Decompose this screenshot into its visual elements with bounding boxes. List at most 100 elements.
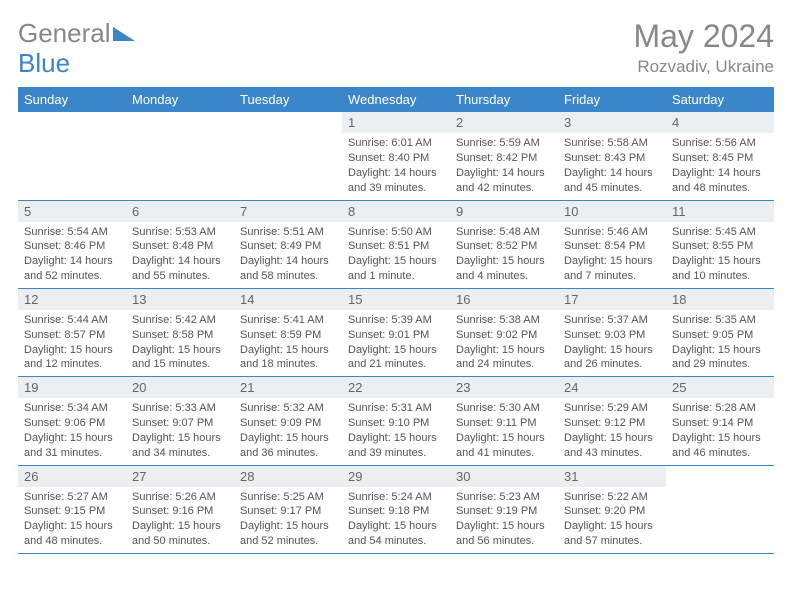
day-number: 26 — [18, 466, 126, 487]
day-number: 23 — [450, 377, 558, 398]
day-number: 1 — [342, 112, 450, 133]
day-number: 18 — [666, 289, 774, 310]
calendar-cell: 23Sunrise: 5:30 AMSunset: 9:11 PMDayligh… — [450, 377, 558, 465]
calendar-cell: 26Sunrise: 5:27 AMSunset: 9:15 PMDayligh… — [18, 465, 126, 553]
day-number: 25 — [666, 377, 774, 398]
calendar-cell: 14Sunrise: 5:41 AMSunset: 8:59 PMDayligh… — [234, 288, 342, 376]
location-label: Rozvadiv, Ukraine — [633, 57, 774, 77]
day-details: Sunrise: 5:30 AMSunset: 9:11 PMDaylight:… — [450, 398, 558, 464]
calendar-cell: 27Sunrise: 5:26 AMSunset: 9:16 PMDayligh… — [126, 465, 234, 553]
calendar-cell: 31Sunrise: 5:22 AMSunset: 9:20 PMDayligh… — [558, 465, 666, 553]
calendar-cell: 9Sunrise: 5:48 AMSunset: 8:52 PMDaylight… — [450, 200, 558, 288]
calendar-cell: 18Sunrise: 5:35 AMSunset: 9:05 PMDayligh… — [666, 288, 774, 376]
calendar-cell: 12Sunrise: 5:44 AMSunset: 8:57 PMDayligh… — [18, 288, 126, 376]
calendar-cell: 13Sunrise: 5:42 AMSunset: 8:58 PMDayligh… — [126, 288, 234, 376]
calendar-cell: 22Sunrise: 5:31 AMSunset: 9:10 PMDayligh… — [342, 377, 450, 465]
day-number: 3 — [558, 112, 666, 133]
brand-sail-icon — [113, 27, 135, 41]
day-details: Sunrise: 5:34 AMSunset: 9:06 PMDaylight:… — [18, 398, 126, 464]
day-number: 21 — [234, 377, 342, 398]
brand-logo: General — [18, 18, 135, 49]
brand-part2: Blue — [18, 48, 70, 79]
day-number: 12 — [18, 289, 126, 310]
title-block: May 2024 Rozvadiv, Ukraine — [633, 18, 774, 77]
day-number: 28 — [234, 466, 342, 487]
calendar-cell: 10Sunrise: 5:46 AMSunset: 8:54 PMDayligh… — [558, 200, 666, 288]
calendar-cell: 25Sunrise: 5:28 AMSunset: 9:14 PMDayligh… — [666, 377, 774, 465]
calendar-cell-empty — [18, 112, 126, 200]
day-number: 30 — [450, 466, 558, 487]
calendar-cell: 17Sunrise: 5:37 AMSunset: 9:03 PMDayligh… — [558, 288, 666, 376]
calendar-cell: 3Sunrise: 5:58 AMSunset: 8:43 PMDaylight… — [558, 112, 666, 200]
day-details: Sunrise: 5:51 AMSunset: 8:49 PMDaylight:… — [234, 222, 342, 288]
calendar-body: 1Sunrise: 6:01 AMSunset: 8:40 PMDaylight… — [18, 112, 774, 554]
calendar-cell: 8Sunrise: 5:50 AMSunset: 8:51 PMDaylight… — [342, 200, 450, 288]
day-details: Sunrise: 5:56 AMSunset: 8:45 PMDaylight:… — [666, 133, 774, 199]
day-number: 14 — [234, 289, 342, 310]
day-number: 2 — [450, 112, 558, 133]
day-details: Sunrise: 5:26 AMSunset: 9:16 PMDaylight:… — [126, 487, 234, 553]
day-details: Sunrise: 5:28 AMSunset: 9:14 PMDaylight:… — [666, 398, 774, 464]
day-number: 27 — [126, 466, 234, 487]
page-header: General May 2024 Rozvadiv, Ukraine — [18, 18, 774, 77]
day-details: Sunrise: 5:24 AMSunset: 9:18 PMDaylight:… — [342, 487, 450, 553]
day-number: 7 — [234, 201, 342, 222]
day-details: Sunrise: 5:42 AMSunset: 8:58 PMDaylight:… — [126, 310, 234, 376]
calendar-cell: 6Sunrise: 5:53 AMSunset: 8:48 PMDaylight… — [126, 200, 234, 288]
calendar-cell-empty — [666, 465, 774, 553]
day-number: 10 — [558, 201, 666, 222]
day-number: 19 — [18, 377, 126, 398]
calendar-cell: 19Sunrise: 5:34 AMSunset: 9:06 PMDayligh… — [18, 377, 126, 465]
day-details: Sunrise: 5:53 AMSunset: 8:48 PMDaylight:… — [126, 222, 234, 288]
day-number: 31 — [558, 466, 666, 487]
brand-part1: General — [18, 18, 111, 49]
day-details: Sunrise: 5:23 AMSunset: 9:19 PMDaylight:… — [450, 487, 558, 553]
calendar-cell: 5Sunrise: 5:54 AMSunset: 8:46 PMDaylight… — [18, 200, 126, 288]
weekday-header: Wednesday — [342, 87, 450, 112]
day-details: Sunrise: 5:32 AMSunset: 9:09 PMDaylight:… — [234, 398, 342, 464]
day-details: Sunrise: 5:59 AMSunset: 8:42 PMDaylight:… — [450, 133, 558, 199]
day-details: Sunrise: 5:48 AMSunset: 8:52 PMDaylight:… — [450, 222, 558, 288]
calendar-cell: 16Sunrise: 5:38 AMSunset: 9:02 PMDayligh… — [450, 288, 558, 376]
calendar-row: 1Sunrise: 6:01 AMSunset: 8:40 PMDaylight… — [18, 112, 774, 200]
calendar-cell: 29Sunrise: 5:24 AMSunset: 9:18 PMDayligh… — [342, 465, 450, 553]
day-number: 22 — [342, 377, 450, 398]
weekday-header: Sunday — [18, 87, 126, 112]
day-number: 24 — [558, 377, 666, 398]
calendar-row: 12Sunrise: 5:44 AMSunset: 8:57 PMDayligh… — [18, 288, 774, 376]
calendar-cell: 20Sunrise: 5:33 AMSunset: 9:07 PMDayligh… — [126, 377, 234, 465]
weekday-header: Saturday — [666, 87, 774, 112]
day-number: 6 — [126, 201, 234, 222]
calendar-cell: 1Sunrise: 6:01 AMSunset: 8:40 PMDaylight… — [342, 112, 450, 200]
day-details: Sunrise: 6:01 AMSunset: 8:40 PMDaylight:… — [342, 133, 450, 199]
calendar-cell: 11Sunrise: 5:45 AMSunset: 8:55 PMDayligh… — [666, 200, 774, 288]
day-number: 15 — [342, 289, 450, 310]
day-number: 8 — [342, 201, 450, 222]
day-number: 9 — [450, 201, 558, 222]
day-number: 16 — [450, 289, 558, 310]
weekday-header: Tuesday — [234, 87, 342, 112]
day-number: 5 — [18, 201, 126, 222]
day-details: Sunrise: 5:45 AMSunset: 8:55 PMDaylight:… — [666, 222, 774, 288]
weekday-header: Monday — [126, 87, 234, 112]
day-details: Sunrise: 5:22 AMSunset: 9:20 PMDaylight:… — [558, 487, 666, 553]
calendar-cell: 7Sunrise: 5:51 AMSunset: 8:49 PMDaylight… — [234, 200, 342, 288]
calendar-cell: 30Sunrise: 5:23 AMSunset: 9:19 PMDayligh… — [450, 465, 558, 553]
day-details: Sunrise: 5:37 AMSunset: 9:03 PMDaylight:… — [558, 310, 666, 376]
calendar-cell: 24Sunrise: 5:29 AMSunset: 9:12 PMDayligh… — [558, 377, 666, 465]
day-details: Sunrise: 5:50 AMSunset: 8:51 PMDaylight:… — [342, 222, 450, 288]
calendar-row: 5Sunrise: 5:54 AMSunset: 8:46 PMDaylight… — [18, 200, 774, 288]
day-number: 13 — [126, 289, 234, 310]
day-details: Sunrise: 5:33 AMSunset: 9:07 PMDaylight:… — [126, 398, 234, 464]
calendar-cell: 4Sunrise: 5:56 AMSunset: 8:45 PMDaylight… — [666, 112, 774, 200]
day-number: 11 — [666, 201, 774, 222]
calendar-cell: 21Sunrise: 5:32 AMSunset: 9:09 PMDayligh… — [234, 377, 342, 465]
calendar-cell: 15Sunrise: 5:39 AMSunset: 9:01 PMDayligh… — [342, 288, 450, 376]
month-title: May 2024 — [633, 18, 774, 55]
calendar-row: 19Sunrise: 5:34 AMSunset: 9:06 PMDayligh… — [18, 377, 774, 465]
day-number: 20 — [126, 377, 234, 398]
day-details: Sunrise: 5:25 AMSunset: 9:17 PMDaylight:… — [234, 487, 342, 553]
day-number: 4 — [666, 112, 774, 133]
day-details: Sunrise: 5:35 AMSunset: 9:05 PMDaylight:… — [666, 310, 774, 376]
calendar-row: 26Sunrise: 5:27 AMSunset: 9:15 PMDayligh… — [18, 465, 774, 553]
